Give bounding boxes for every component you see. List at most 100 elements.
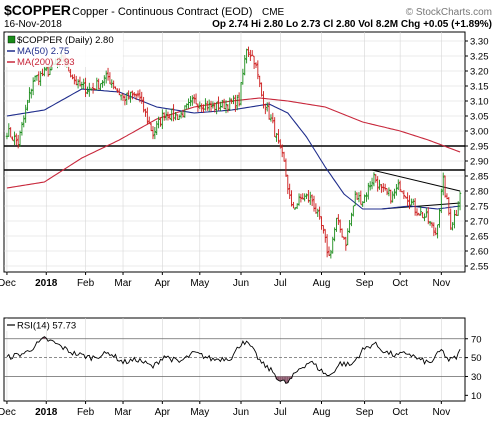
- price-bar: [142, 96, 145, 113]
- price-bar: [168, 113, 172, 120]
- price-y-tick-label: 3.15: [470, 82, 489, 93]
- price-bar: [325, 234, 329, 258]
- price-y-tick-label: 3.10: [470, 97, 489, 108]
- rsi-legend-label: RSI(14) 57.73: [17, 321, 76, 332]
- price-bar: [374, 174, 378, 183]
- price-bar: [359, 190, 363, 205]
- price-bar: [299, 193, 303, 203]
- price-bar: [402, 190, 406, 200]
- price-bar: [277, 129, 280, 144]
- price-bar: [286, 174, 290, 195]
- price-bar: [108, 72, 112, 85]
- price-bar: [400, 190, 404, 193]
- price-bar: [367, 182, 370, 200]
- price-bar: [432, 222, 436, 237]
- price-bar: [376, 176, 379, 192]
- x-tick-label: Sep: [356, 407, 374, 418]
- legend-label: $COPPER (Daily) 2.80: [17, 35, 114, 46]
- rsi-panel: [3, 317, 466, 402]
- price-bar: [234, 94, 237, 112]
- price-bar: [11, 136, 14, 141]
- price-y-tick-label: 2.90: [470, 157, 489, 168]
- price-bar: [22, 115, 25, 128]
- price-y-tick-label: 2.85: [470, 172, 489, 183]
- price-bar: [318, 206, 321, 220]
- price-bar: [215, 101, 218, 115]
- price-bar: [389, 189, 392, 204]
- price-bar: [82, 78, 85, 89]
- ma50-line: [6, 88, 461, 210]
- price-bar: [256, 60, 260, 80]
- price-bar: [419, 206, 422, 216]
- price-bar: [179, 110, 183, 119]
- exchange-label: CME: [262, 7, 285, 18]
- price-bar: [125, 92, 128, 105]
- price-bar: [127, 90, 130, 100]
- price-bar: [397, 179, 400, 191]
- rsi-y-axis: 70 50 30 10: [465, 334, 482, 402]
- price-bar: [236, 94, 239, 111]
- price-bar: [354, 190, 357, 207]
- price-bar: [97, 78, 100, 90]
- price-bar: [31, 77, 35, 96]
- price-bar: [309, 191, 312, 205]
- price-bar: [404, 195, 407, 199]
- price-bar: [266, 102, 269, 112]
- x-tick-label: Apr: [155, 278, 171, 289]
- price-bar: [393, 188, 396, 199]
- price-bar: [73, 74, 76, 85]
- price-bar: [209, 100, 213, 112]
- price-bar: [76, 79, 80, 89]
- price-bar: [24, 104, 27, 123]
- price-bar: [380, 184, 383, 193]
- price-bar: [449, 208, 452, 230]
- price-bar: [207, 99, 211, 112]
- legend-label: MA(50) 2.75: [17, 46, 69, 57]
- price-bar: [245, 48, 248, 64]
- price-bar: [344, 236, 348, 251]
- price-bar: [275, 132, 278, 142]
- price-bar: [430, 221, 434, 228]
- price-bar: [30, 88, 33, 99]
- price-bar: [415, 208, 419, 217]
- price-x-axis: Dec 2018 Feb Mar Apr May Jun Jul Aug Sep Oct Nov: [0, 272, 450, 289]
- price-bar: [372, 172, 376, 187]
- price-bar: [442, 172, 445, 196]
- price-bar: [211, 101, 215, 109]
- price-bar: [144, 108, 147, 117]
- price-bar: [146, 107, 149, 125]
- legend-background: [5, 33, 123, 67]
- price-bar: [350, 212, 353, 227]
- x-tick-label: Oct: [392, 407, 408, 418]
- price-bar: [119, 94, 123, 101]
- price-bar: [133, 92, 136, 97]
- rsi-y-tick-label: 50: [471, 353, 482, 364]
- x-tick-label: Apr: [155, 407, 171, 418]
- x-tick-label: Jul: [274, 278, 287, 289]
- price-bar: [329, 249, 333, 259]
- price-bar: [406, 192, 409, 207]
- price-bar: [342, 236, 346, 240]
- price-bar: [134, 93, 138, 100]
- price-bar: [251, 50, 254, 56]
- x-tick-label: Mar: [114, 278, 132, 289]
- price-bar: [121, 93, 125, 101]
- price-bar: [391, 191, 394, 203]
- rsi-grid: [6, 318, 442, 401]
- price-bar: [123, 95, 127, 106]
- x-tick-label: Nov: [432, 278, 450, 289]
- price-bar: [337, 214, 340, 225]
- watermark: © StockCharts.com: [406, 7, 492, 18]
- price-bar: [15, 133, 18, 146]
- x-tick-label: Jun: [233, 407, 249, 418]
- price-bar: [370, 177, 374, 190]
- price-y-tick-label: 2.80: [470, 187, 489, 198]
- price-bar: [28, 87, 31, 103]
- price-bar: [189, 96, 192, 107]
- price-bar: [458, 191, 462, 211]
- price-bar: [378, 179, 381, 190]
- price-bar: [191, 95, 194, 106]
- price-bar: [200, 103, 203, 113]
